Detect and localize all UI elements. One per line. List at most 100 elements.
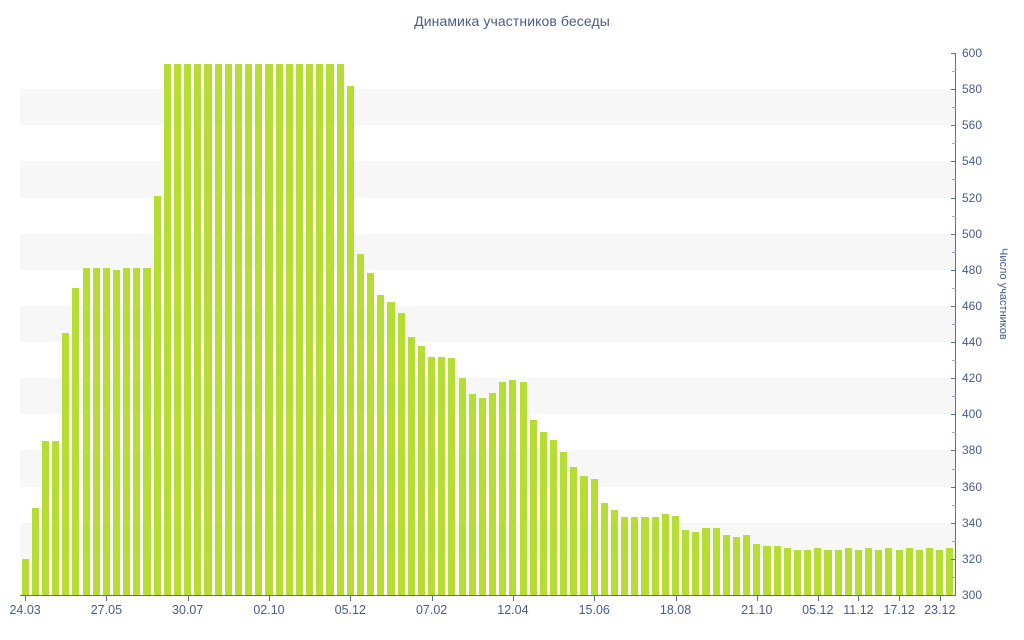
bar[interactable] xyxy=(499,381,507,595)
bar[interactable] xyxy=(194,63,202,595)
bar[interactable] xyxy=(844,548,852,595)
bar[interactable] xyxy=(936,549,944,595)
bar[interactable] xyxy=(824,549,832,595)
bar[interactable] xyxy=(641,517,649,595)
bar[interactable] xyxy=(387,302,395,595)
bar[interactable] xyxy=(163,63,171,595)
bar[interactable] xyxy=(275,63,283,595)
bar[interactable] xyxy=(671,515,680,595)
bar[interactable] xyxy=(82,268,90,595)
bar[interactable] xyxy=(682,529,690,595)
x-axis-tick-label: 11.12 xyxy=(843,603,874,617)
bar[interactable] xyxy=(92,268,100,595)
bar[interactable] xyxy=(123,268,131,595)
bar[interactable] xyxy=(407,336,415,595)
bar[interactable] xyxy=(72,287,80,595)
bar[interactable] xyxy=(62,333,70,595)
y-axis-tick-label: 380 xyxy=(962,443,983,458)
bar[interactable] xyxy=(529,419,537,595)
bar[interactable] xyxy=(763,546,771,595)
bar[interactable] xyxy=(875,549,883,595)
bar[interactable] xyxy=(854,549,862,595)
bar[interactable] xyxy=(377,295,385,595)
bar[interactable] xyxy=(539,432,547,595)
bar[interactable] xyxy=(743,535,751,595)
bar[interactable] xyxy=(326,63,334,595)
bar[interactable] xyxy=(21,558,29,595)
bar[interactable] xyxy=(610,510,619,595)
bar[interactable] xyxy=(895,549,903,595)
bar[interactable] xyxy=(316,63,324,595)
bar[interactable] xyxy=(346,85,354,595)
bar[interactable] xyxy=(753,544,761,595)
x-axis-tick-label: 23.12 xyxy=(924,603,956,617)
bar[interactable] xyxy=(204,63,212,595)
bar[interactable] xyxy=(143,268,151,595)
bar[interactable] xyxy=(915,549,923,595)
bar[interactable] xyxy=(814,548,822,595)
bar[interactable] xyxy=(560,452,568,595)
bar[interactable] xyxy=(234,63,243,595)
bar[interactable] xyxy=(428,356,436,595)
bar[interactable] xyxy=(224,63,232,595)
bar[interactable] xyxy=(946,548,954,595)
bar[interactable] xyxy=(478,398,486,595)
bar[interactable] xyxy=(519,381,527,595)
bar[interactable] xyxy=(804,549,812,595)
x-axis-tick xyxy=(675,596,677,601)
bar[interactable] xyxy=(285,63,293,595)
bar[interactable] xyxy=(702,528,710,595)
bar[interactable] xyxy=(356,253,364,595)
bar[interactable] xyxy=(865,548,873,595)
bar[interactable] xyxy=(550,439,558,595)
bar[interactable] xyxy=(458,378,466,595)
bar[interactable] xyxy=(783,548,791,595)
bar[interactable] xyxy=(173,63,182,595)
bar[interactable] xyxy=(438,356,446,595)
bar[interactable] xyxy=(102,268,110,595)
bar[interactable] xyxy=(692,531,700,595)
bar[interactable] xyxy=(367,273,375,595)
bar[interactable] xyxy=(885,548,893,595)
bar[interactable] xyxy=(570,466,578,595)
y-axis-minor-tick xyxy=(952,432,956,434)
bar[interactable] xyxy=(133,268,141,595)
bar[interactable] xyxy=(834,549,842,595)
bar[interactable] xyxy=(336,63,344,595)
bar[interactable] xyxy=(905,548,913,595)
bar[interactable] xyxy=(926,548,934,595)
bar[interactable] xyxy=(509,380,517,595)
bar[interactable] xyxy=(732,537,741,595)
bar[interactable] xyxy=(621,517,629,595)
bar[interactable] xyxy=(600,502,608,595)
bar[interactable] xyxy=(265,63,273,595)
bar[interactable] xyxy=(417,345,425,595)
bar[interactable] xyxy=(793,549,802,595)
bar[interactable] xyxy=(306,63,314,595)
bar[interactable] xyxy=(631,517,639,595)
bar[interactable] xyxy=(590,479,598,595)
bar[interactable] xyxy=(41,441,49,595)
bar[interactable] xyxy=(773,546,781,595)
bar[interactable] xyxy=(245,63,253,595)
bar[interactable] xyxy=(580,475,588,595)
bar[interactable] xyxy=(153,195,161,595)
bar[interactable] xyxy=(52,441,60,595)
bar[interactable] xyxy=(295,63,304,595)
bar[interactable] xyxy=(31,508,39,595)
y-axis-tick xyxy=(951,269,956,271)
bar[interactable] xyxy=(712,528,720,595)
bar[interactable] xyxy=(661,513,669,595)
bar[interactable] xyxy=(489,392,497,595)
bar[interactable] xyxy=(448,358,456,595)
bar[interactable] xyxy=(468,394,476,595)
bar[interactable] xyxy=(651,517,659,595)
bar[interactable] xyxy=(184,63,192,595)
bar[interactable] xyxy=(112,269,121,595)
bar[interactable] xyxy=(397,313,405,595)
y-axis-tick-label: 600 xyxy=(962,46,983,60)
bar[interactable] xyxy=(255,63,263,595)
bar[interactable] xyxy=(214,63,222,595)
bar[interactable] xyxy=(722,535,730,595)
x-axis-tick xyxy=(756,596,758,601)
